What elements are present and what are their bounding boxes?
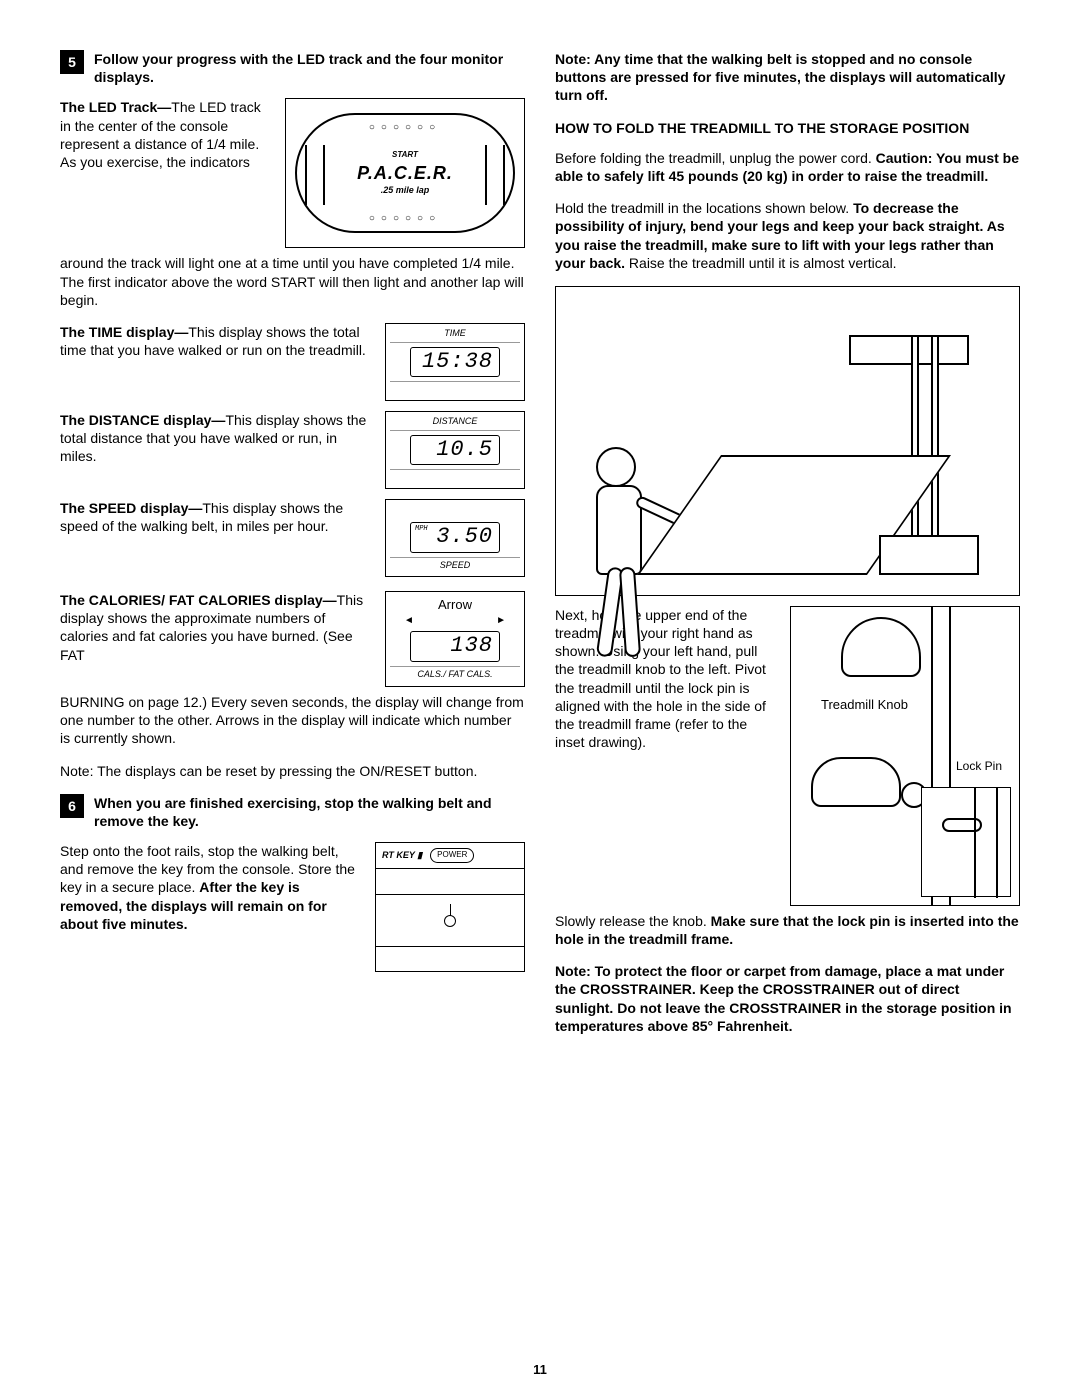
distance-display-figure: DISTANCE 10.5	[385, 411, 525, 489]
fold-p2a: Hold the treadmill in the locations show…	[555, 200, 853, 216]
speed-para: The SPEED display—This display shows the…	[60, 499, 373, 535]
time-bottom-line	[390, 381, 520, 398]
note-reset: Note: The displays can be reset by press…	[60, 762, 525, 780]
step-5-header: 5 Follow your progress with the LED trac…	[60, 50, 525, 86]
page-number: 11	[0, 1362, 1080, 1379]
key-mid	[376, 895, 524, 947]
fold-p2c: Raise the treadmill until it is almost v…	[625, 255, 897, 271]
label-lock-pin: Lock Pin	[956, 759, 1002, 775]
pacer-dots-bottom: ○○○○○○	[369, 212, 441, 225]
step-6-title: When you are finished exercising, stop t…	[94, 794, 525, 830]
speed-top-blank	[390, 502, 520, 518]
time-block: The TIME display—This display shows the …	[60, 323, 525, 401]
calories-block: The CALORIES/ FAT CALORIES display—This …	[60, 591, 525, 687]
distance-block: The DISTANCE display—This display shows …	[60, 411, 525, 489]
dist-bold: The DISTANCE display—	[60, 412, 225, 428]
note-top: Note: Any time that the walking belt is …	[555, 50, 1020, 105]
speed-value: 3.50	[436, 523, 493, 552]
inset-drawing	[921, 787, 1011, 897]
cal-value: 138	[410, 631, 500, 662]
step-number-6: 6	[60, 794, 84, 818]
cal-para-a: The CALORIES/ FAT CALORIES display—This …	[60, 591, 373, 664]
fold-p4-bold: Note: To protect the floor or carpet fro…	[555, 963, 1012, 1034]
dist-label: DISTANCE	[390, 414, 520, 431]
pacer-oval: ○○○○○○ START P.A.C.E.R. .25 mile lap ○○○…	[295, 113, 515, 233]
fold-p2: Hold the treadmill in the locations show…	[555, 199, 1020, 272]
key-ert: RT KEY ▮	[382, 850, 422, 862]
knob-figure: Treadmill Knob Lock Pin	[790, 606, 1020, 906]
key-ring-icon	[444, 915, 456, 927]
lifting-figure	[555, 286, 1020, 596]
pacer-figure: ○○○○○○ START P.A.C.E.R. .25 mile lap ○○○…	[285, 98, 525, 248]
hand-top-illustration	[841, 617, 921, 677]
cal-arrow-row: ◄►	[390, 614, 520, 627]
fold-p4: Note: To protect the floor or carpet fro…	[555, 962, 1020, 1035]
cal-bold: The CALORIES/ FAT CALORIES display—	[60, 592, 337, 608]
pacer-start: START	[392, 150, 418, 159]
step-number-5: 5	[60, 50, 84, 74]
dist-bottom-line	[390, 469, 520, 486]
fold-p1a: Before folding the treadmill, unplug the…	[555, 150, 876, 166]
time-display-figure: TIME 15:38	[385, 323, 525, 401]
note-top-bold: Note: Any time that the walking belt is …	[555, 51, 1005, 103]
right-column: Note: Any time that the walking belt is …	[555, 50, 1020, 1049]
pacer-sub: .25 mile lap	[357, 185, 453, 197]
person-illustration	[596, 447, 642, 575]
step-6-header: 6 When you are finished exercising, stop…	[60, 794, 525, 830]
fold-p3a: Slowly release the knob.	[555, 913, 711, 929]
key-bottom	[376, 947, 524, 971]
knob-text: Next, hold the upper end of the treadmil…	[555, 606, 780, 752]
key-blank-row	[376, 869, 524, 895]
led-track-bold: The LED Track—	[60, 99, 171, 115]
dist-para: The DISTANCE display—This display shows …	[60, 411, 373, 466]
speed-block: The SPEED display—This display shows the…	[60, 499, 525, 577]
key-figure: RT KEY ▮ POWER	[375, 842, 525, 972]
led-track-block: The LED Track—The LED track in the cente…	[60, 98, 525, 248]
time-bold: The TIME display—	[60, 324, 188, 340]
led-track-para-a: The LED Track—The LED track in the cente…	[60, 98, 273, 171]
calories-display-figure: Arrow ◄► 138 CALS./ FAT CALS.	[385, 591, 525, 687]
speed-value-box: MPH 3.50	[410, 522, 500, 553]
time-value: 15:38	[410, 347, 500, 378]
label-treadmill-knob: Treadmill Knob	[821, 697, 908, 714]
cal-para-b: BURNING on page 12.) Every seven seconds…	[60, 693, 525, 748]
speed-bold: The SPEED display—	[60, 500, 202, 516]
two-column-layout: 5 Follow your progress with the LED trac…	[60, 50, 1020, 1049]
step-5-title: Follow your progress with the LED track …	[94, 50, 525, 86]
speed-display-figure: MPH 3.50 SPEED	[385, 499, 525, 577]
fold-heading: HOW TO FOLD THE TREADMILL TO THE STORAGE…	[555, 119, 1020, 137]
time-label: TIME	[390, 326, 520, 343]
speed-mph: MPH	[415, 525, 428, 534]
fold-p3: Slowly release the knob. Make sure that …	[555, 912, 1020, 948]
cal-label: CALS./ FAT CALS.	[390, 666, 520, 683]
step-6-para: Step onto the foot rails, stop the walki…	[60, 842, 363, 933]
time-para: The TIME display—This display shows the …	[60, 323, 373, 359]
pacer-dots-top: ○○○○○○	[369, 121, 441, 134]
pacer-brand: P.A.C.E.R.	[357, 162, 453, 185]
led-track-para-b: around the track will light one at a tim…	[60, 254, 525, 309]
fold-p1: Before folding the treadmill, unplug the…	[555, 149, 1020, 185]
key-top-row: RT KEY ▮ POWER	[376, 843, 524, 869]
power-button: POWER	[430, 848, 474, 862]
hand-bottom-illustration	[811, 757, 901, 807]
dist-value: 10.5	[410, 435, 500, 466]
treadmill-illustration	[739, 335, 989, 575]
pacer-center: START P.A.C.E.R. .25 mile lap	[357, 150, 453, 197]
cal-arrow-label: Arrow	[390, 595, 520, 614]
left-column: 5 Follow your progress with the LED trac…	[60, 50, 525, 1049]
step-6-block: Step onto the foot rails, stop the walki…	[60, 842, 525, 972]
speed-label: SPEED	[390, 557, 520, 574]
